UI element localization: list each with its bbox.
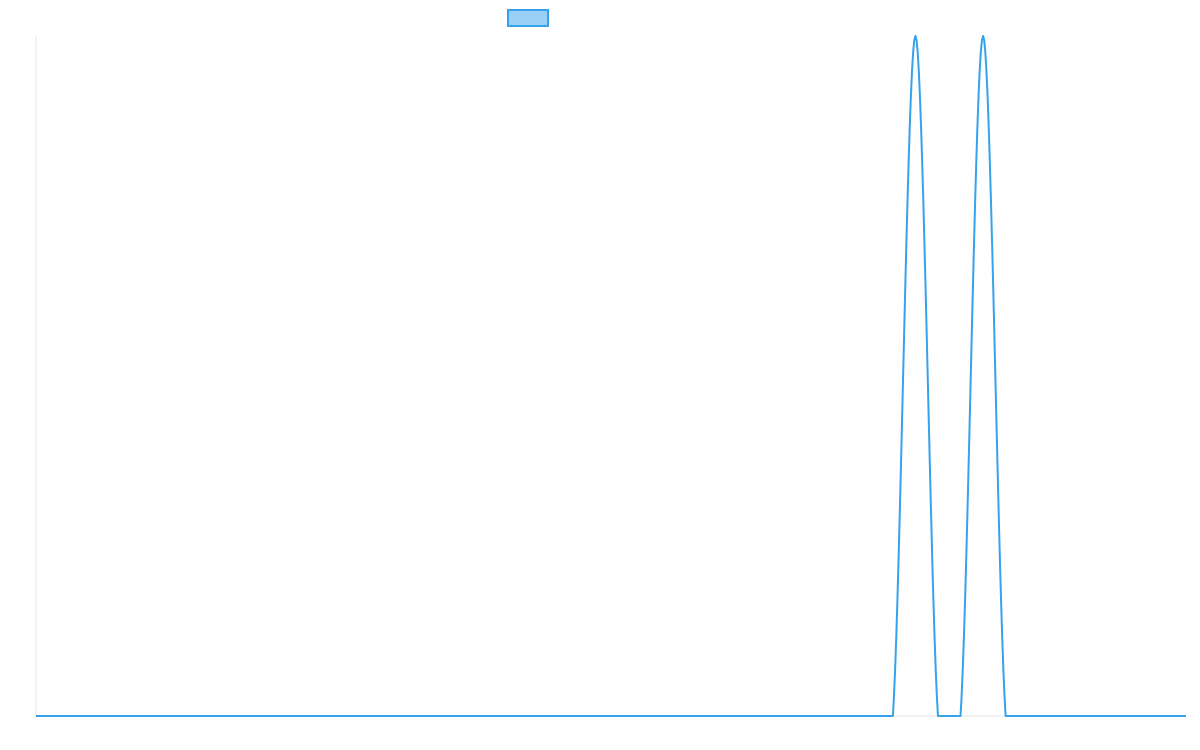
series-line — [36, 35, 1186, 717]
series-layer — [36, 35, 1186, 717]
axes — [35, 36, 1186, 717]
legend[interactable] — [507, 9, 549, 27]
legend-swatch[interactable] — [507, 9, 549, 27]
